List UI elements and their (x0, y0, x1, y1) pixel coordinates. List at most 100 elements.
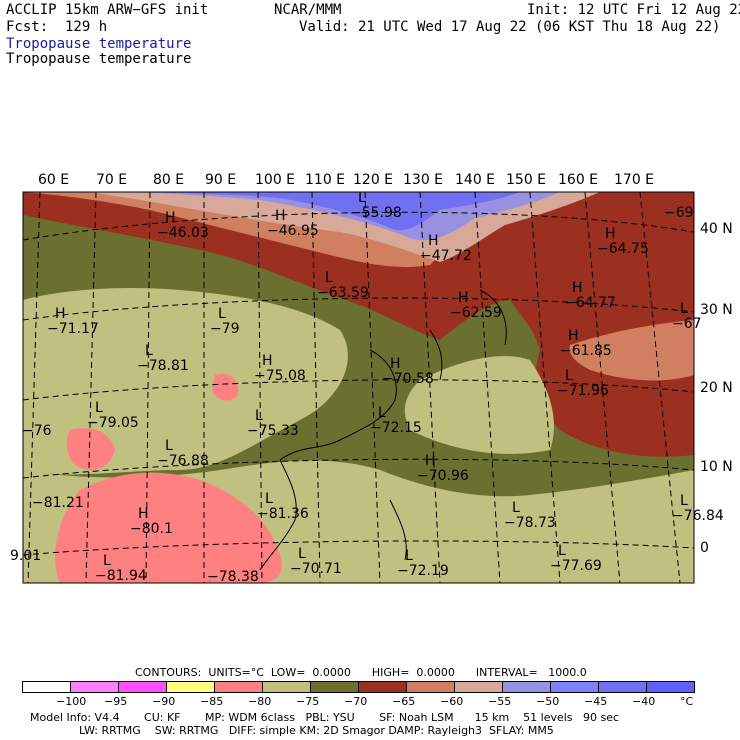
pressure-value-label: −76 (22, 423, 52, 439)
lat-label: 40 N (700, 221, 733, 237)
pressure-value-label: −72.19 (397, 563, 449, 579)
color-bar-tick-label: −40 (632, 695, 656, 708)
color-bar-swatch (598, 681, 647, 693)
pressure-value-label: −72.15 (370, 420, 422, 436)
lon-label: 170 E (614, 172, 655, 188)
map-shading (23, 192, 694, 583)
pressure-value-label: −70.58 (382, 371, 434, 387)
contour-info: CONTOURS: UNITS=°C LOW= 0.0000 HIGH= 0.0… (135, 666, 587, 679)
low-marker: L (512, 500, 520, 516)
color-bar-swatch (358, 681, 407, 693)
pressure-value-label: −71.96 (557, 383, 609, 399)
pressure-value-label: −67 (672, 316, 702, 332)
color-bar-swatch (454, 681, 503, 693)
high-marker: H (55, 306, 66, 322)
lon-label: 130 E (403, 172, 444, 188)
high-marker: H (428, 233, 439, 249)
pressure-value-label: −62.59 (450, 305, 502, 321)
pressure-value-label: −46.03 (157, 225, 209, 241)
coastlines (259, 289, 507, 571)
low-marker: L (378, 405, 386, 421)
color-bar-swatch (70, 681, 119, 693)
pressure-value-label: −70.96 (417, 468, 469, 484)
color-bar-tick-label: −70 (344, 695, 368, 708)
high-marker: H (605, 226, 616, 242)
lat-label: 10 N (700, 459, 733, 475)
color-bar-tick-label: −75 (296, 695, 320, 708)
lat-label: 0 (700, 540, 709, 556)
lon-label: 90 E (205, 172, 237, 188)
color-bar-tick-label: −85 (200, 695, 224, 708)
lat-label: 30 N (700, 302, 733, 318)
pressure-value-label: −61.85 (560, 343, 612, 359)
pressure-value-label: −81.36 (257, 506, 309, 522)
high-marker: H (425, 453, 436, 469)
pressure-value-label: −46.95 (267, 223, 319, 239)
high-marker: H (275, 208, 286, 224)
color-bar-swatch (262, 681, 311, 693)
valid-time: Valid: 21 UTC Wed 17 Aug 22 (06 KST Thu … (299, 19, 721, 35)
lon-label: 100 E (255, 172, 296, 188)
model-info-line2: LW: RRTMG SW: RRTMG DIFF: simple KM: 2D … (30, 724, 554, 737)
low-marker: L (680, 493, 688, 509)
low-marker: L (165, 438, 173, 454)
lon-label: 70 E (96, 172, 128, 188)
color-bar-tick-label: −90 (152, 695, 176, 708)
high-marker: H (165, 210, 176, 226)
pressure-value-label: −79 (210, 321, 240, 337)
color-bar-swatch (22, 681, 71, 693)
low-marker: L (265, 491, 273, 507)
pressure-value-label: 9.01 (10, 548, 41, 564)
lon-label: 120 E (353, 172, 394, 188)
high-marker: H (568, 328, 579, 344)
high-marker: H (138, 506, 149, 522)
model-title: ACCLIP 15km ARW−GFS init (6, 2, 209, 18)
low-marker: L (558, 543, 566, 559)
color-bar-swatch (646, 681, 695, 693)
color-bar-swatch (166, 681, 215, 693)
color-bar-tick-label: −50 (536, 695, 560, 708)
pressure-value-label: −78.73 (504, 515, 556, 531)
lon-label: 140 E (455, 172, 496, 188)
model-info-line1: Model Info: V4.4 CU: KF MP: WDM 6class P… (30, 711, 620, 724)
pressure-value-label: −80.1 (130, 521, 173, 537)
color-bar-swatch (550, 681, 599, 693)
pressure-value-label: −55.98 (350, 205, 402, 221)
pressure-value-label: −75.08 (254, 368, 306, 384)
color-bar-swatch (310, 681, 359, 693)
pressure-value-label: −64.77 (564, 295, 616, 311)
low-marker: L (358, 190, 366, 206)
lat-label: 20 N (700, 380, 733, 396)
low-marker: L (298, 546, 306, 562)
low-marker: L (680, 301, 688, 317)
center-label: NCAR/MMM (274, 2, 342, 18)
color-bar-tick-label: −95 (104, 695, 128, 708)
low-marker: L (145, 343, 153, 359)
map-frame (22, 191, 695, 584)
pressure-value-label: −47.72 (420, 248, 472, 264)
field-title-blue: Tropopause temperature (6, 36, 192, 52)
high-marker: H (390, 356, 401, 372)
pressure-value-label: −70.71 (290, 561, 342, 577)
lon-label: 150 E (506, 172, 547, 188)
graticule (23, 192, 694, 583)
high-marker: H (572, 280, 583, 296)
pressure-value-label: −81.94 (95, 568, 147, 584)
init-time: Init: 12 UTC Fri 12 Aug 22 (527, 2, 740, 18)
low-marker: L (405, 548, 413, 564)
high-marker: H (262, 353, 273, 369)
low-marker: L (218, 306, 226, 322)
pressure-value-label: −75.33 (247, 423, 299, 439)
pressure-value-label: −63.59 (317, 285, 369, 301)
color-bar-tick-label: −60 (440, 695, 464, 708)
color-bar-swatch (118, 681, 167, 693)
lon-label: 80 E (153, 172, 185, 188)
low-marker: L (565, 368, 573, 384)
low-marker: L (95, 400, 103, 416)
pressure-value-label: −64.75 (597, 241, 649, 257)
pressure-value-label: −77.69 (550, 558, 602, 574)
pressure-value-label: −81.21 (32, 495, 84, 511)
lon-label: 160 E (558, 172, 599, 188)
lon-label: 110 E (305, 172, 346, 188)
